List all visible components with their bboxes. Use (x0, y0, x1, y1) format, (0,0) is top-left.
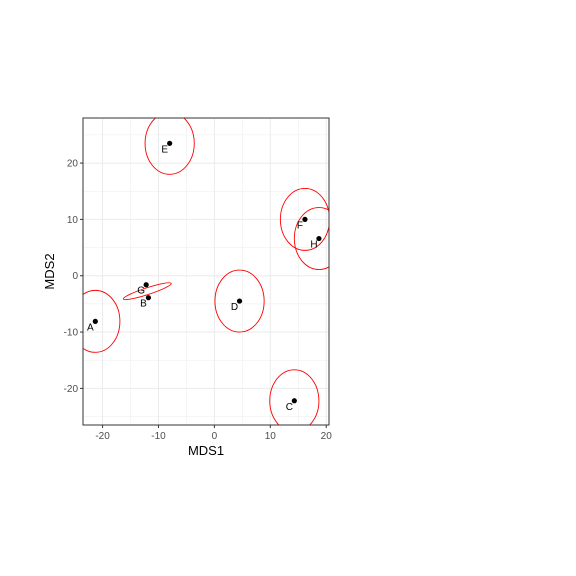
ellipse-D (214, 269, 265, 333)
ellipse-H (293, 207, 329, 270)
minor-grid (83, 118, 329, 425)
point-label-D: D (231, 302, 238, 313)
x-tick-label: 20 (321, 431, 333, 442)
point-label-B: B (140, 299, 147, 310)
point-label-C: C (286, 402, 293, 413)
major-grid (83, 118, 329, 425)
ellipse-F (279, 187, 329, 251)
y-axis: -20 -10 0 10 20 (64, 159, 83, 395)
panel-background (83, 118, 329, 425)
ellipse-C (269, 369, 320, 425)
point-C (291, 398, 297, 404)
x-tick-label: 0 (212, 431, 218, 442)
x-axis-title: MDS1 (188, 443, 224, 458)
point-G (143, 282, 149, 288)
y-tick-label: -20 (64, 384, 79, 395)
x-tick-label: -20 (95, 431, 110, 442)
point-H (316, 235, 322, 242)
confidence-ellipses (83, 118, 329, 425)
y-tick-label: 10 (67, 215, 79, 226)
point-label-E: E (161, 144, 168, 155)
panel-border (82, 117, 330, 426)
point-labels: A B C D E F G H (87, 144, 318, 412)
point-label-A: A (87, 322, 94, 333)
y-tick-label: 0 (72, 271, 78, 282)
y-tick-label: 20 (67, 159, 79, 170)
plot-panel: A B C D E F G H (82, 117, 330, 426)
point-label-F: F (297, 220, 303, 231)
point-label-H: H (310, 240, 317, 251)
point-E (167, 140, 173, 146)
ellipse-E (144, 118, 195, 175)
point-F (302, 216, 308, 222)
ellipse-A (83, 289, 121, 353)
x-tick-label: 10 (265, 431, 277, 442)
point-D (236, 298, 243, 304)
ellipse-BG (122, 282, 172, 301)
point-label-G: G (137, 286, 145, 297)
x-axis: -20 -10 0 10 20 (95, 425, 332, 442)
x-tick-label: -10 (151, 431, 166, 442)
point-B (145, 295, 152, 301)
y-axis-title: MDS2 (42, 253, 57, 289)
data-points (92, 140, 322, 404)
point-A (92, 318, 98, 324)
y-tick-label: -10 (64, 328, 79, 339)
